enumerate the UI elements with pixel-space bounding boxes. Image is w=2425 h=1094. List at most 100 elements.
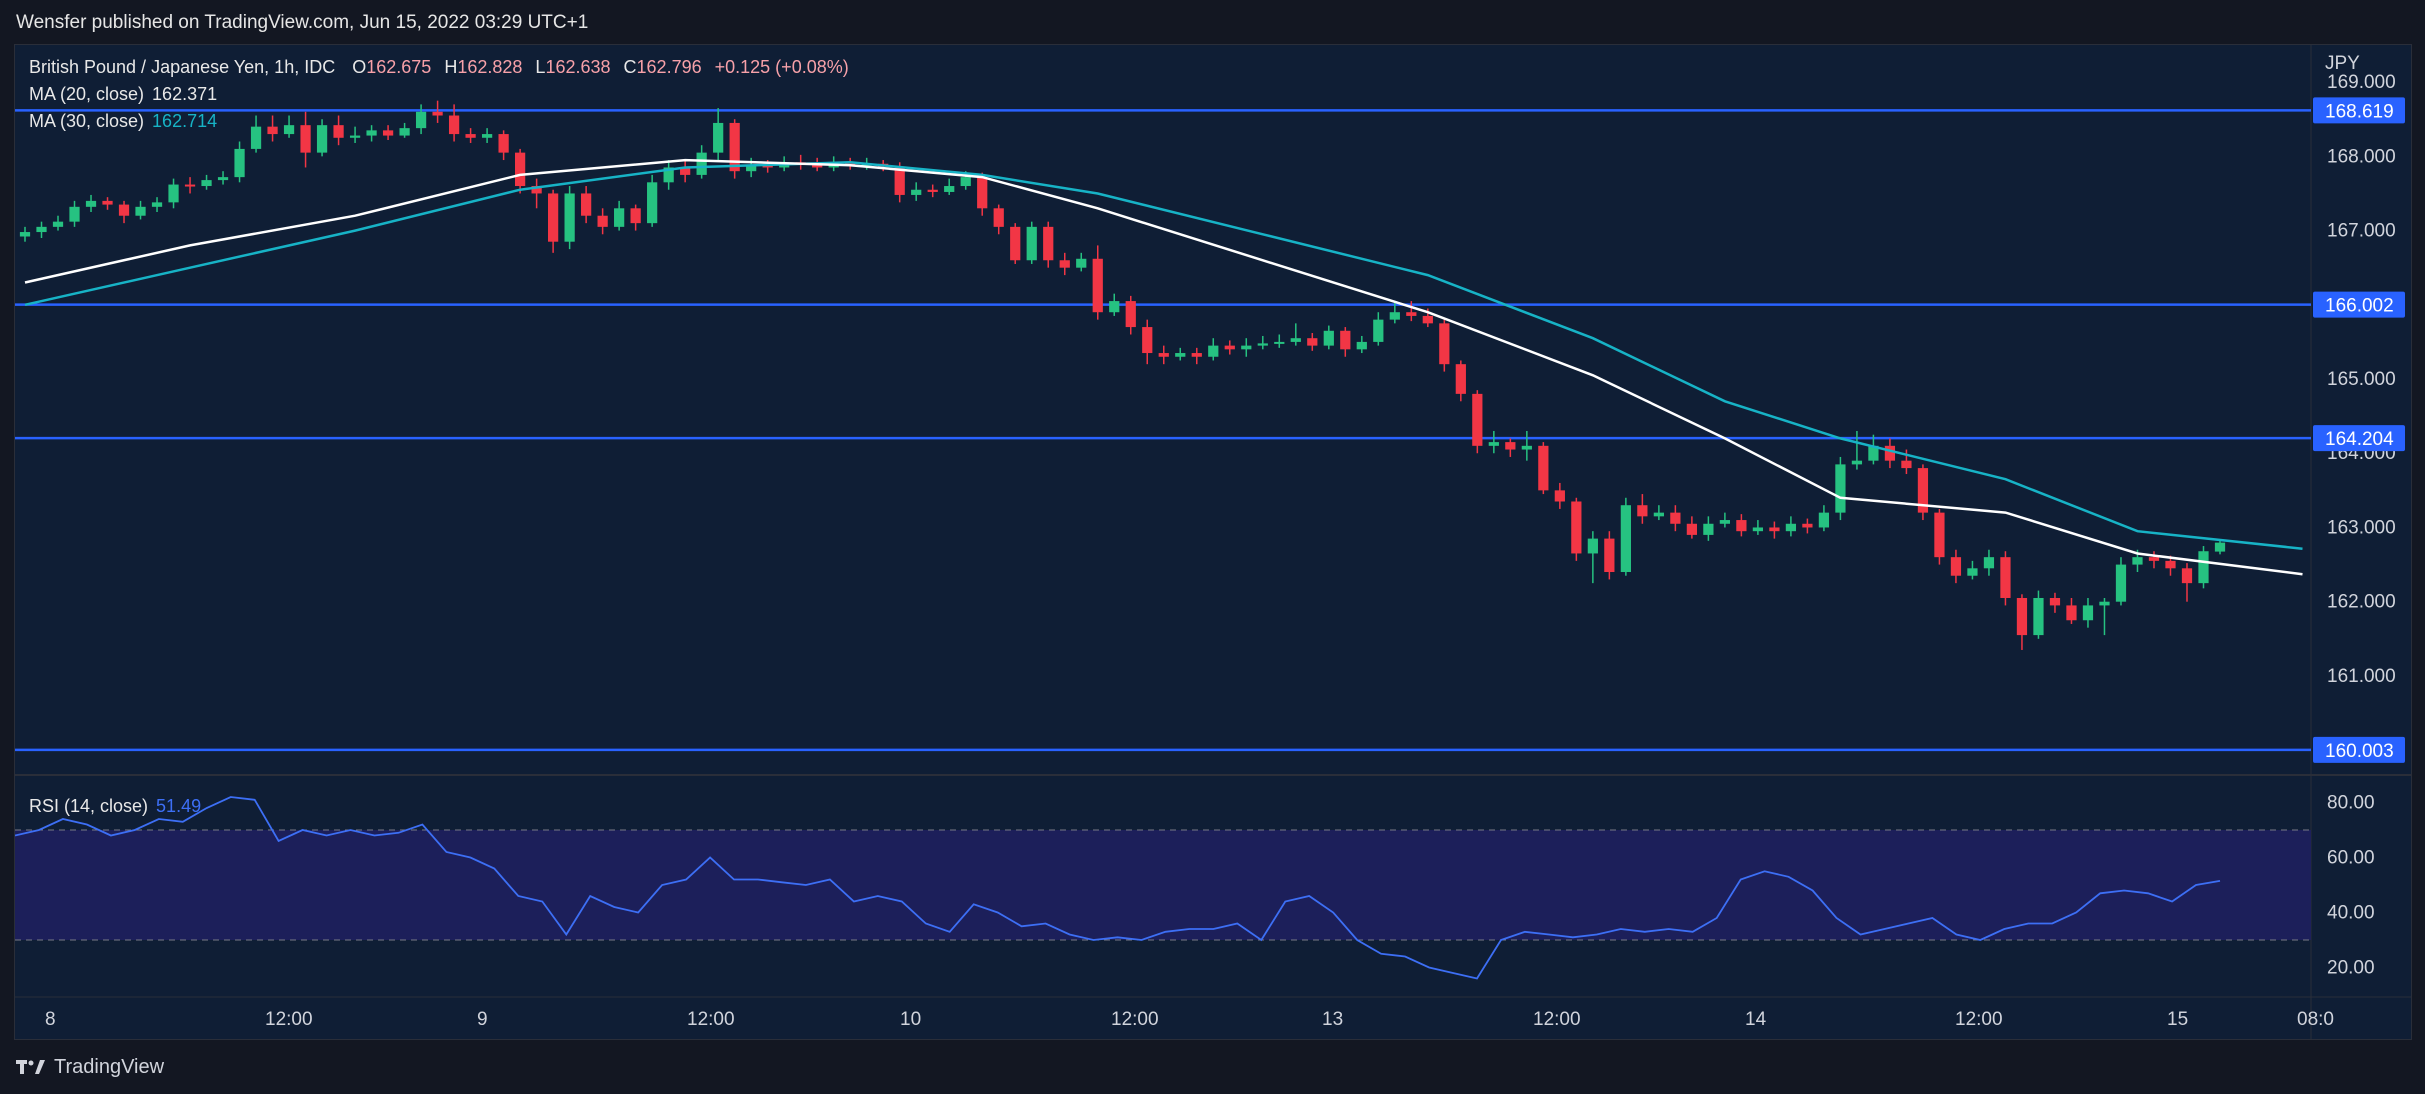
candle-body [300, 125, 311, 153]
candle-body [1521, 445, 1532, 450]
candle-body [415, 111, 427, 129]
candle-body [85, 200, 97, 207]
time-tick-label: 12:00 [1955, 1009, 2003, 1030]
candle-body [1868, 445, 1879, 461]
candle-body [1455, 364, 1466, 394]
candle-body [1422, 315, 1433, 324]
candle-body [1224, 345, 1235, 350]
candle-body [927, 189, 938, 192]
candle-body [944, 186, 955, 192]
price-tick-label: 167.000 [2327, 221, 2396, 242]
candle-body [680, 167, 691, 175]
ohlc-high: 162.828 [457, 57, 523, 77]
candle-body [1059, 260, 1070, 268]
publisher-text: Wensfer published on TradingView.com, Ju… [16, 12, 589, 33]
candle-body [1950, 557, 1962, 576]
candle-body [1604, 538, 1615, 573]
candle-body [1917, 468, 1929, 513]
time-tick-label: 14 [1745, 1009, 1767, 1030]
candle-body [713, 122, 724, 153]
tradingview-footer[interactable]: TradingView [16, 1052, 164, 1082]
time-tick-label: 9 [477, 1009, 488, 1030]
ohlc-close: 162.796 [636, 57, 702, 77]
level-price-label: 164.204 [2325, 429, 2394, 450]
candle-body [531, 186, 542, 194]
candle-body [1274, 341, 1285, 344]
candle-body [2115, 564, 2127, 602]
candle-body [366, 130, 377, 136]
candle-body [2148, 557, 2160, 561]
candle-body [250, 126, 262, 149]
candle-body [2000, 557, 2011, 598]
ma30-label: MA (30, close) [29, 111, 145, 131]
candle-body [349, 135, 361, 138]
candle-body [1257, 343, 1268, 346]
candle-body [1901, 460, 1912, 469]
ma20-line [24, 158, 2303, 576]
ohlc-low: 162.638 [545, 57, 611, 77]
symbol-legend: British Pound / Japanese Yen, 1h, IDC O1… [29, 57, 849, 78]
price-tick-label: 168.000 [2327, 146, 2396, 167]
candle-body [845, 162, 856, 166]
candle-body [597, 215, 608, 227]
price-chart[interactable]: JPY169.000168.000167.000166.000165.00016… [15, 45, 2411, 1039]
rsi-tick-label: 20.00 [2327, 958, 2375, 979]
currency-label: JPY [2325, 53, 2360, 74]
candle-body [1043, 226, 1054, 261]
ma20-value: 162.371 [152, 84, 218, 104]
ma30-legend: MA (30, close) 162.714 [29, 111, 217, 132]
candle-body [1373, 319, 1384, 342]
symbol-title: British Pound / Japanese Yen, 1h, IDC [29, 57, 336, 77]
candle-body [102, 200, 113, 205]
ma30-value: 162.714 [152, 111, 218, 131]
price-tick-label: 162.000 [2327, 592, 2396, 613]
candle-body [729, 122, 740, 172]
level-price-label: 160.003 [2325, 741, 2394, 762]
rsi-band [15, 830, 2311, 940]
rsi-legend: RSI (14, close) 51.49 [29, 796, 201, 817]
rsi-tick-label: 60.00 [2327, 848, 2375, 869]
candle-body [911, 189, 922, 195]
candle-body [1769, 527, 1780, 532]
ma30-line [24, 161, 2303, 550]
chart-frame[interactable]: JPY169.000168.000167.000166.000165.00016… [14, 44, 2412, 1040]
candle-body [1488, 442, 1499, 446]
candle-body [663, 167, 674, 183]
candle-body [1785, 523, 1797, 532]
candle-body [630, 208, 641, 224]
candle-body [1076, 258, 1087, 268]
candle-body [1620, 505, 1631, 573]
candle-body [993, 208, 1004, 227]
rsi-line [15, 796, 2221, 980]
candle-body [1818, 512, 1830, 528]
candle-body [135, 206, 146, 216]
candle-body [52, 221, 64, 227]
ohlc-h-label: H [444, 57, 458, 77]
candle-body [762, 165, 773, 168]
candle-body [2033, 597, 2044, 636]
candle-body [1703, 523, 1714, 535]
level-price-tag [2313, 736, 2405, 763]
ohlc-c-label: C [623, 57, 637, 77]
time-tick-label: 12:00 [687, 1009, 735, 1030]
candle-body [36, 226, 47, 233]
candle-body [1587, 538, 1598, 554]
price-tick-label: 163.000 [2327, 517, 2396, 538]
ohlc-l-label: L [535, 57, 546, 77]
price-tick-label: 169.000 [2327, 72, 2396, 93]
time-tick-label: 15 [2167, 1009, 2188, 1030]
candle-body [1439, 323, 1450, 365]
candle-body [1719, 520, 1731, 524]
rsi-tick-label: 40.00 [2327, 903, 2375, 924]
time-tick-label: 10 [900, 1009, 921, 1030]
candle-body [564, 193, 575, 242]
candle-body [1158, 353, 1169, 357]
candle-body [1109, 301, 1120, 313]
level-price-label: 168.619 [2325, 101, 2394, 122]
level-price-tag [2313, 97, 2405, 124]
level-price-tag [2313, 291, 2405, 318]
candle-body [514, 152, 526, 187]
publisher-bar: Wensfer published on TradingView.com, Ju… [0, 0, 2425, 44]
candle-body [283, 125, 295, 135]
candle-body [151, 202, 163, 207]
